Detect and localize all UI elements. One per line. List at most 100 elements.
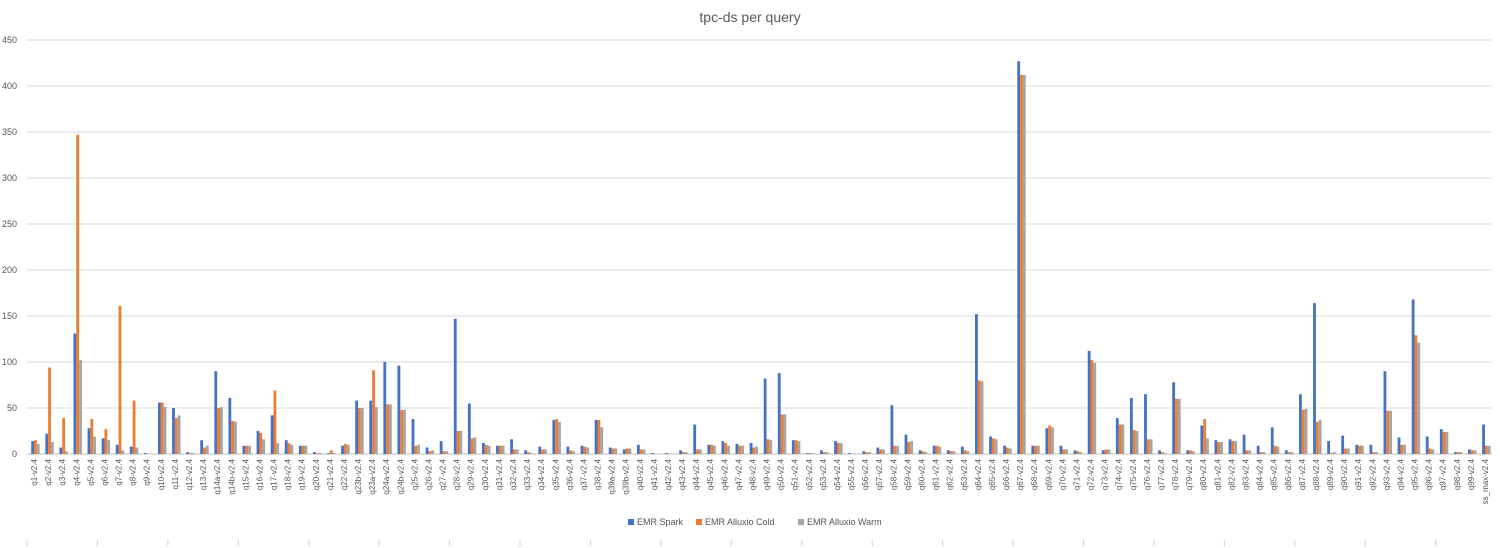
x-tick-label: q39b-v2.4 [622, 458, 631, 494]
x-tick-label: q19-v2.4 [298, 458, 307, 490]
bar [594, 419, 598, 454]
bar [298, 445, 302, 454]
bar [107, 440, 111, 454]
bar [949, 451, 953, 454]
x-tick-label: q18-v2.4 [284, 458, 293, 490]
bar [1442, 431, 1446, 454]
bar [924, 452, 928, 454]
bar [386, 404, 390, 454]
bar [248, 445, 251, 454]
bar [1318, 419, 1322, 454]
x-tick-label: q5-v2.4 [86, 458, 95, 485]
bar [445, 451, 449, 454]
bar [1087, 350, 1091, 454]
bar [893, 445, 897, 454]
bar [822, 452, 826, 454]
bar [1248, 450, 1252, 454]
bar [341, 445, 344, 454]
bar [1270, 427, 1274, 454]
bar [369, 400, 373, 454]
x-tick-label: q3-v2.4 [58, 458, 67, 485]
x-tick-label: q26-v2.4 [424, 458, 433, 490]
bar [284, 440, 288, 454]
bar [896, 445, 899, 454]
bar [1403, 444, 1407, 454]
bar [191, 453, 195, 454]
x-tick-label: q14b-v2.4 [227, 458, 236, 494]
bar [217, 408, 220, 454]
bar [200, 440, 204, 454]
bar [586, 447, 590, 454]
x-tick-label: q77-v2.4 [1157, 458, 1166, 490]
x-tick-label: q47-v2.4 [734, 458, 743, 490]
bar [600, 427, 604, 454]
bar [65, 451, 68, 454]
bar [417, 444, 421, 454]
bar [1383, 371, 1387, 454]
bar [1017, 61, 1021, 454]
bar [738, 445, 742, 454]
bar [1200, 425, 1204, 454]
bar [1059, 445, 1063, 454]
x-tick-label: q49-v2.4 [763, 458, 772, 490]
bar [628, 448, 632, 454]
bar [301, 445, 305, 454]
x-tick-label: q65-v2.4 [988, 458, 997, 490]
bar [327, 453, 330, 454]
bar [882, 449, 885, 454]
x-tick-label: q86-v2.4 [1284, 458, 1293, 490]
bar [174, 418, 178, 454]
bar [1118, 424, 1122, 454]
bar [1189, 450, 1192, 454]
bar [1115, 418, 1119, 454]
bar [794, 440, 798, 454]
x-tick-label: q94-v2.4 [1396, 458, 1405, 490]
x-tick-label: q37-v2.4 [579, 458, 588, 490]
bar [665, 453, 668, 454]
bar [1160, 452, 1164, 454]
bar [1135, 431, 1139, 454]
bar [425, 447, 429, 454]
legend-label: EMR Alluxio Cold [705, 517, 775, 527]
bar [515, 449, 519, 454]
bar [904, 434, 908, 454]
bar [431, 450, 435, 454]
x-tick-label: q53-v2.4 [819, 458, 828, 490]
x-tick-label: q96-v2.4 [1425, 458, 1434, 490]
bar [87, 428, 91, 454]
gridlines [27, 39, 1492, 455]
bar [397, 365, 401, 454]
bar [31, 441, 35, 454]
bar [1149, 439, 1153, 454]
bar [234, 421, 237, 454]
bar [836, 442, 840, 454]
bar [1231, 441, 1235, 454]
bar [73, 333, 77, 454]
x-tick-label: q15-v2.4 [241, 458, 250, 490]
x-tick-label: q90-v2.4 [1340, 458, 1349, 490]
bar [890, 405, 894, 454]
x-tick-label: q56-v2.4 [861, 458, 870, 490]
bar [684, 452, 688, 454]
bar [1158, 450, 1161, 454]
x-tick-label: q23a-v2.4 [368, 458, 377, 494]
bar [1256, 445, 1260, 454]
bar [566, 446, 570, 454]
bar [1372, 452, 1376, 454]
bar [1284, 450, 1288, 454]
bar [79, 360, 82, 454]
bar [1177, 398, 1181, 454]
bar [769, 440, 773, 454]
bar [1242, 434, 1246, 454]
bar [1203, 419, 1207, 454]
x-tick-label: q52-v2.4 [805, 458, 814, 490]
bar [1034, 445, 1038, 454]
bar [682, 452, 685, 454]
bar [989, 436, 992, 454]
x-tick-label: q38-v2.4 [594, 458, 603, 490]
bar [696, 449, 699, 454]
bar [552, 419, 556, 454]
x-tick-label: q87-v2.4 [1298, 458, 1307, 490]
bar [1431, 449, 1435, 454]
bar [541, 449, 544, 454]
